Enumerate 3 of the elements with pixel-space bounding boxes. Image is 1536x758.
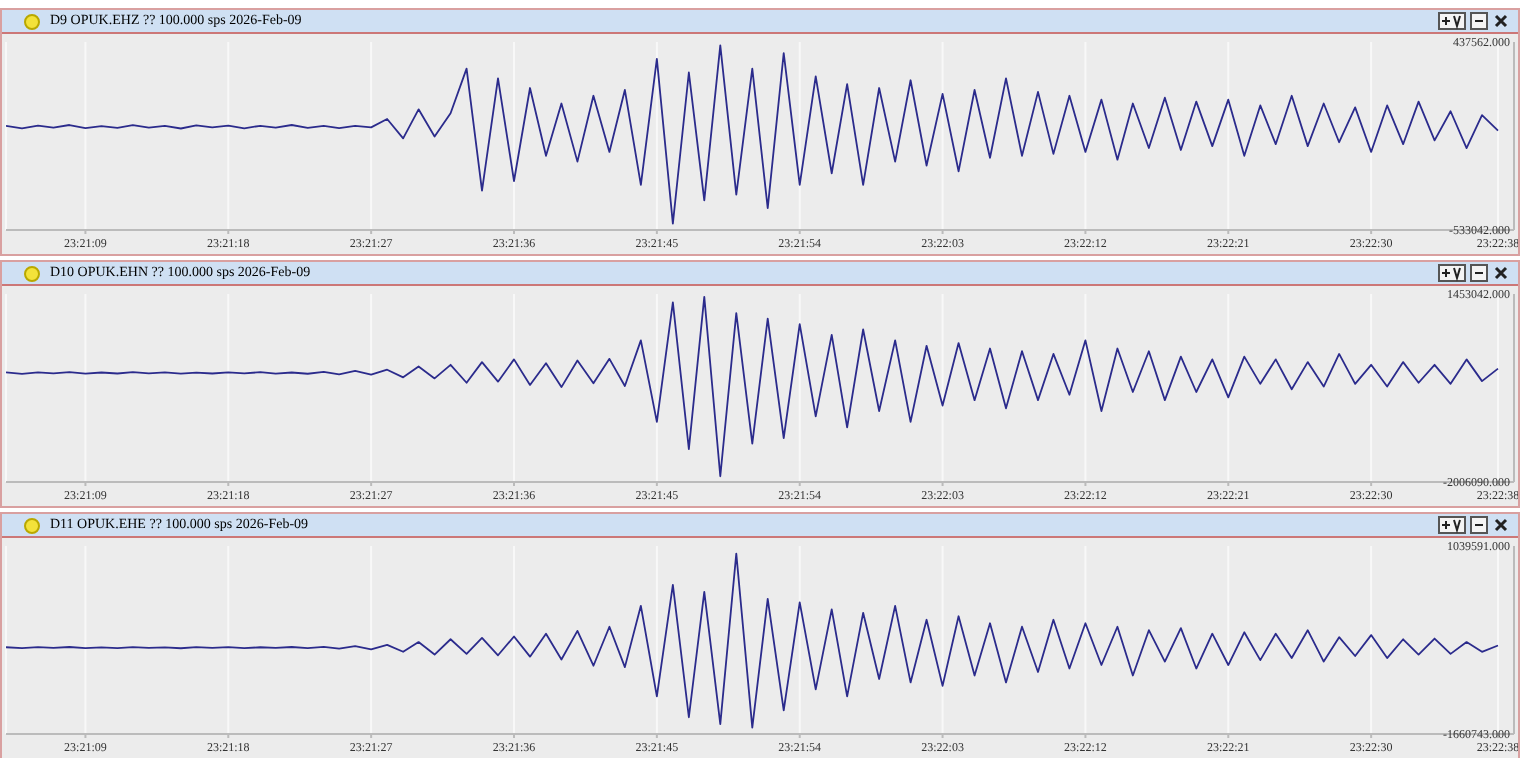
line-series bbox=[6, 295, 1499, 478]
line-series bbox=[6, 44, 1499, 225]
line-series bbox=[6, 552, 1499, 729]
